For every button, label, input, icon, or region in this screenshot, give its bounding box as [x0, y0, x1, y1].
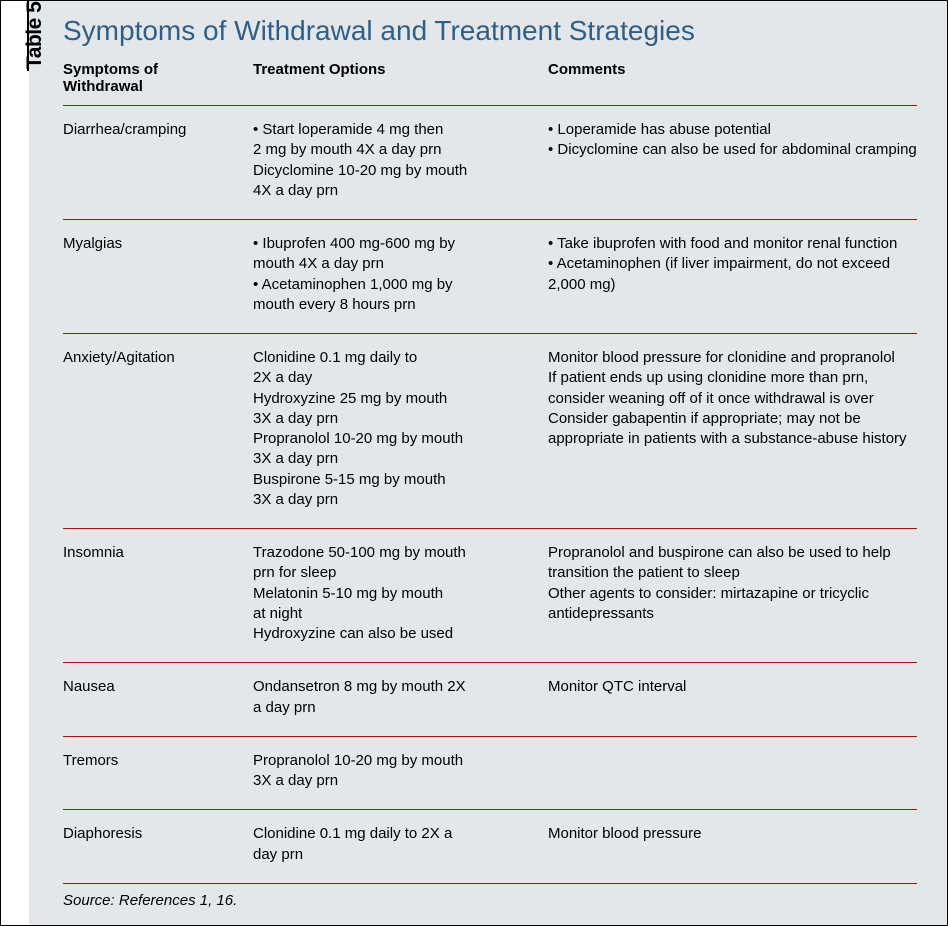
cell-comments: • Loperamide has abuse potential • Dicyc…	[548, 120, 917, 201]
cell-comments: Monitor blood pressure for clonidine and…	[548, 348, 917, 510]
table-number-label: Table 5	[23, 2, 47, 69]
cell-comments: Propranolol and buspirone can also be us…	[548, 543, 917, 644]
header-comments: Comments	[548, 61, 917, 95]
table-row: Myalgias • Ibuprofen 400 mg-600 mg by mo…	[63, 220, 917, 334]
cell-symptom: Myalgias	[63, 234, 253, 315]
table-container: Table 5 Symptoms of Withdrawal and Treat…	[1, 1, 947, 925]
table-row: Tremors Propranolol 10-20 mg by mouth 3X…	[63, 737, 917, 811]
cell-symptom: Diarrhea/cramping	[63, 120, 253, 201]
cell-comments	[548, 751, 917, 792]
cell-treatment: Trazodone 50-100 mg by mouth prn for sle…	[253, 543, 548, 644]
table-source: Source: References 1, 16.	[63, 884, 917, 915]
table-row: Diaphoresis Clonidine 0.1 mg daily to 2X…	[63, 810, 917, 884]
table-title: Symptoms of Withdrawal and Treatment Str…	[63, 15, 917, 47]
table-frame: Table 5 Symptoms of Withdrawal and Treat…	[0, 0, 948, 926]
table-row: Diarrhea/cramping • Start loperamide 4 m…	[63, 106, 917, 220]
table-header-row: Symptoms of Withdrawal Treatment Options…	[63, 61, 917, 106]
cell-symptom: Insomnia	[63, 543, 253, 644]
cell-treatment: Clonidine 0.1 mg daily to 2X a day prn	[253, 824, 548, 865]
cell-treatment: • Ibuprofen 400 mg-600 mg by mouth 4X a …	[253, 234, 548, 315]
cell-symptom: Tremors	[63, 751, 253, 792]
cell-treatment: Ondansetron 8 mg by mouth 2X a day prn	[253, 677, 548, 718]
header-symptom: Symptoms of Withdrawal	[63, 61, 253, 95]
table-row: Anxiety/Agitation Clonidine 0.1 mg daily…	[63, 334, 917, 529]
cell-comments: Monitor blood pressure	[548, 824, 917, 865]
cell-comments: Monitor QTC interval	[548, 677, 917, 718]
cell-treatment: Propranolol 10-20 mg by mouth 3X a day p…	[253, 751, 548, 792]
cell-treatment: • Start loperamide 4 mg then 2 mg by mou…	[253, 120, 548, 201]
cell-symptom: Diaphoresis	[63, 824, 253, 865]
header-treatment: Treatment Options	[253, 61, 548, 95]
cell-symptom: Nausea	[63, 677, 253, 718]
table-row: Insomnia Trazodone 50-100 mg by mouth pr…	[63, 529, 917, 663]
cell-comments: • Take ibuprofen with food and monitor r…	[548, 234, 917, 315]
cell-treatment: Clonidine 0.1 mg daily to 2X a day Hydro…	[253, 348, 548, 510]
table-row: Nausea Ondansetron 8 mg by mouth 2X a da…	[63, 663, 917, 737]
cell-symptom: Anxiety/Agitation	[63, 348, 253, 510]
table-panel: Symptoms of Withdrawal and Treatment Str…	[29, 1, 947, 925]
